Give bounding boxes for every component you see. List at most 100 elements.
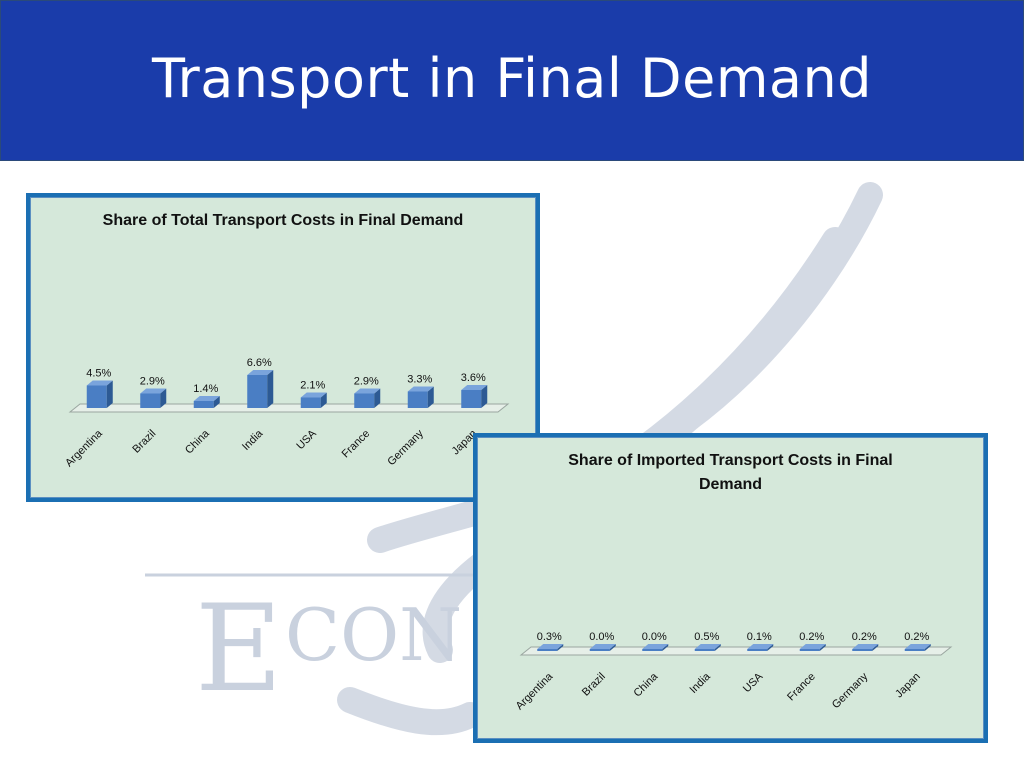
- bar-side: [106, 380, 113, 408]
- bar-top: [461, 385, 488, 390]
- category-label: Germany: [830, 670, 871, 711]
- bar: [904, 644, 931, 651]
- bar: [247, 370, 274, 408]
- chart-title: Share of Imported Transport Costs in Fin…: [568, 452, 893, 493]
- bar-top: [904, 644, 931, 649]
- data-label: 0.2%: [852, 631, 877, 643]
- watermark-letters-con: CON: [285, 593, 462, 677]
- bar: [799, 644, 826, 651]
- bar: [852, 644, 879, 651]
- bar: [747, 644, 774, 651]
- category-label: France: [340, 428, 373, 461]
- bar-top: [852, 644, 879, 649]
- bar-top: [642, 644, 669, 649]
- data-label: 2.1%: [300, 380, 325, 392]
- category-label: China: [632, 670, 661, 699]
- category-label: Brazil: [130, 428, 158, 456]
- bar-front: [904, 649, 925, 651]
- bar-side: [160, 388, 167, 408]
- category-label: Argentina: [63, 427, 105, 469]
- data-label: 3.6%: [461, 372, 486, 384]
- bar: [537, 644, 564, 651]
- bar-top: [694, 644, 721, 649]
- chart-title: Share of Total Transport Costs in Final …: [102, 212, 464, 229]
- bar-top: [589, 644, 616, 649]
- category-label: France: [785, 671, 818, 704]
- bar-front: [694, 649, 715, 651]
- chart-floor: [68, 403, 510, 413]
- bar-top: [354, 388, 381, 394]
- category-label: China: [183, 427, 212, 456]
- chart-imported-transport: Share of Imported Transport Costs in Fin…: [473, 433, 988, 743]
- category-label: USA: [294, 427, 319, 452]
- category-label: Brazil: [580, 671, 608, 699]
- bar-side: [427, 386, 434, 408]
- bar: [694, 644, 721, 651]
- bar-side: [557, 644, 564, 651]
- data-label: 2.9%: [354, 376, 379, 388]
- data-label: 4.5%: [86, 368, 111, 380]
- bar-side: [714, 644, 721, 651]
- data-label: 0.5%: [694, 631, 719, 643]
- data-label: 3.3%: [407, 374, 432, 386]
- slide-title: Transport in Final Demand: [151, 47, 873, 110]
- bar: [300, 392, 327, 408]
- bar-front: [86, 385, 107, 408]
- category-label: India: [240, 427, 266, 453]
- bar-top: [193, 396, 220, 401]
- bar: [461, 385, 488, 408]
- bar-top: [300, 392, 327, 398]
- bar-front: [642, 649, 663, 651]
- chart-plot: 0.3% Argentina 0.0% Brazil 0.0% China 0.5% Indi…: [514, 631, 953, 712]
- bar-top: [247, 370, 274, 375]
- bar-side: [374, 388, 381, 408]
- category-label: India: [688, 670, 714, 696]
- chart-floor: [519, 646, 953, 656]
- watermark-letter-e: E: [195, 580, 283, 719]
- bar-front: [747, 649, 768, 651]
- data-label: 0.0%: [642, 631, 667, 643]
- bar-side: [213, 396, 220, 408]
- bar-front: [140, 393, 161, 408]
- bar-front: [407, 391, 428, 408]
- bar-front: [193, 401, 214, 408]
- category-label: Argentina: [514, 670, 556, 712]
- bar: [354, 388, 381, 408]
- bar: [642, 644, 669, 651]
- data-label: 6.6%: [247, 357, 272, 369]
- bar-top: [86, 380, 113, 386]
- bar-side: [609, 644, 616, 651]
- bar-front: [300, 397, 321, 408]
- bar-side: [767, 644, 774, 651]
- data-label: 0.1%: [747, 631, 772, 643]
- bar: [407, 386, 434, 408]
- bar-front: [589, 649, 610, 651]
- bar: [589, 644, 616, 651]
- bar-side: [819, 644, 826, 651]
- bar-side: [320, 392, 327, 408]
- data-label: 0.0%: [589, 631, 614, 643]
- bar: [140, 388, 167, 408]
- bar-front: [247, 375, 268, 408]
- bar-front: [852, 649, 873, 651]
- bar-side: [924, 644, 931, 651]
- bar-top: [140, 388, 167, 394]
- category-label: Japan: [893, 671, 923, 701]
- bar-side: [267, 370, 274, 408]
- bar: [86, 380, 113, 408]
- bar-front: [354, 393, 375, 408]
- header-bar: Transport in Final Demand: [0, 0, 1024, 161]
- chart-plot: 4.5% Argentina 2.9% Brazil 1.4% China 6.6% Indi…: [63, 357, 510, 469]
- bar-side: [872, 644, 879, 651]
- data-label: 2.9%: [140, 376, 165, 388]
- bar-side: [481, 385, 488, 408]
- data-label: 1.4%: [193, 383, 218, 395]
- bar-front: [461, 390, 482, 408]
- data-label: 0.2%: [904, 631, 929, 643]
- chart-total-transport: Share of Total Transport Costs in Final …: [26, 193, 540, 502]
- category-label: Germany: [385, 427, 426, 468]
- bar-top: [537, 644, 564, 649]
- bar: [193, 396, 220, 408]
- bar-side: [662, 644, 669, 651]
- category-label: USA: [741, 670, 766, 695]
